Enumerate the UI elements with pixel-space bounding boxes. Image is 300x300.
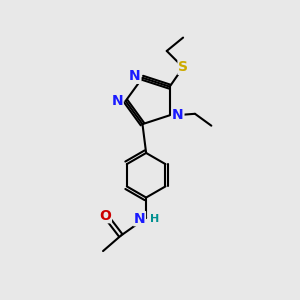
Text: N: N bbox=[112, 94, 123, 108]
Text: O: O bbox=[100, 209, 111, 223]
Text: N: N bbox=[134, 212, 146, 226]
Text: H: H bbox=[150, 214, 160, 224]
Text: S: S bbox=[178, 60, 188, 74]
Text: N: N bbox=[172, 108, 184, 122]
Text: N: N bbox=[129, 69, 141, 83]
